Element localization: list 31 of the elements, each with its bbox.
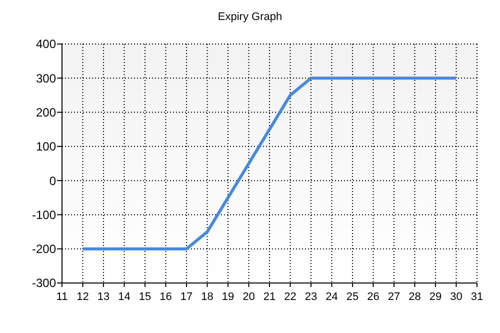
x-tick-label: 30 [450,291,462,303]
y-tick-label: 300 [36,71,56,86]
line-series [81,76,458,250]
x-tick-label: 25 [346,291,359,303]
chart-title: Expiry Graph [218,11,282,23]
y-tick-label: 100 [36,140,56,154]
x-tick-label: 20 [242,291,255,303]
y-tick-label: 400 [36,37,56,52]
x-tick-label: 14 [118,291,130,303]
x-tick-label: 19 [222,291,234,303]
x-tick-label: 26 [367,291,380,303]
y-tick-label: -200 [32,242,56,256]
y-tick-label: 0 [49,174,56,188]
y-tick-label: 200 [36,105,56,120]
x-tick-label: 11 [56,291,68,303]
x-tick-label: 12 [76,291,89,303]
x-tick-label: 24 [326,291,338,303]
x-tick-label: 13 [97,291,110,303]
x-tick-label: 23 [304,291,318,303]
x-tick-label: 18 [201,291,214,303]
x-tick-label: 17 [180,291,193,303]
x-tick-label: 28 [408,291,421,303]
x-tick-label: 21 [263,291,276,303]
x-tick-label: 31 [470,291,484,303]
y-tick-label: -300 [32,276,56,290]
x-tick-label: 15 [138,291,152,303]
x-tick-label: 16 [160,291,172,303]
y-tick-label: -100 [32,208,56,222]
x-tick-label: 29 [429,291,442,303]
x-tick-label: 22 [284,291,296,303]
x-tick-label: 27 [388,291,400,303]
